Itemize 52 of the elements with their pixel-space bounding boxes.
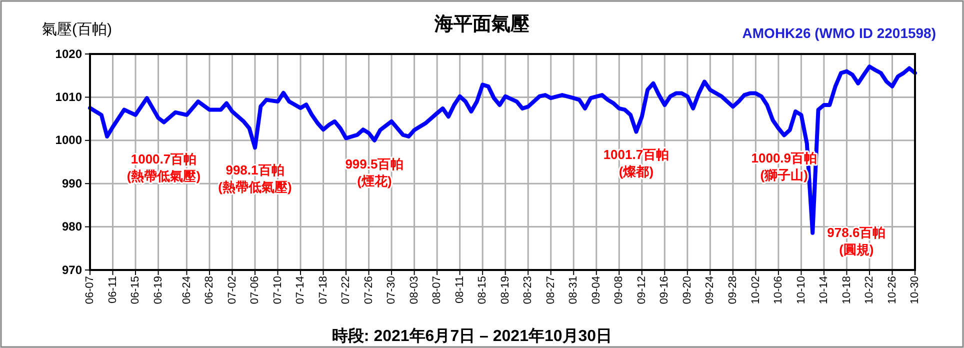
annotation: 1001.7百帕 (燦都) bbox=[603, 147, 670, 180]
x-tick-label: 06-07 bbox=[84, 276, 96, 304]
x-tick-label: 09-20 bbox=[681, 276, 694, 304]
x-tick-label: 06-15 bbox=[130, 276, 142, 304]
x-tick-label: 07-26 bbox=[362, 276, 375, 304]
y-tick-label: 1010 bbox=[55, 90, 82, 104]
annotation: 1000.7百帕 (熱帶低氣壓) bbox=[126, 151, 201, 184]
x-tick-label: 10-02 bbox=[750, 276, 762, 304]
x-tick-label: 09-16 bbox=[658, 276, 671, 304]
x-tick-label: 07-22 bbox=[340, 276, 352, 304]
x-tick-label: 07-14 bbox=[294, 276, 307, 304]
x-tick-label: 10-18 bbox=[840, 276, 853, 304]
x-tick-label: 10-06 bbox=[772, 276, 784, 304]
x-tick-label: 09-04 bbox=[590, 276, 602, 304]
x-tick-label: 07-10 bbox=[272, 276, 284, 304]
y-tick-label: 990 bbox=[62, 176, 82, 190]
annotation: 998.1百帕 (熱帶低氣壓) bbox=[218, 162, 292, 195]
x-tick-label: 09-24 bbox=[704, 276, 716, 304]
x-tick-label: 08-31 bbox=[568, 276, 580, 304]
y-tick-label: 1020 bbox=[55, 46, 82, 61]
x-tick-label: 10-26 bbox=[886, 276, 898, 304]
chart-subtitle: AMOHK26 (WMO ID 2201598) bbox=[742, 25, 936, 41]
x-tick-label: 10-14 bbox=[818, 276, 830, 304]
x-tick-label: 07-06 bbox=[249, 276, 262, 304]
x-axis-title: 時段: 2021年6月7日 – 2021年10月30日 bbox=[332, 327, 612, 345]
x-tick-label: 08-19 bbox=[499, 276, 512, 304]
chart-title: 海平面氣壓 bbox=[434, 14, 530, 35]
x-tick-label: 09-28 bbox=[726, 276, 739, 304]
x-tick-label: 07-02 bbox=[226, 276, 238, 304]
x-tick-label: 07-18 bbox=[317, 276, 330, 304]
x-tick-label: 08-23 bbox=[522, 276, 534, 304]
x-tick-label: 10-30 bbox=[909, 276, 922, 304]
x-tick-label: 09-08 bbox=[613, 276, 626, 304]
x-tick-label: 08-03 bbox=[408, 276, 420, 304]
x-tick-label: 08-27 bbox=[544, 276, 557, 304]
annotation: 978.6百帕 (圓規) bbox=[827, 224, 886, 257]
x-tick-label: 06-19 bbox=[152, 276, 164, 304]
x-tick-label: 08-15 bbox=[476, 276, 489, 304]
y-tick-label: 1000 bbox=[55, 133, 82, 148]
y-axis-title: 氣壓(百帕) bbox=[42, 21, 112, 38]
x-tick-label: 09-12 bbox=[636, 276, 648, 304]
y-tick-label: 980 bbox=[62, 220, 82, 234]
x-tick-label: 10-10 bbox=[795, 276, 808, 304]
y-tick-label: 970 bbox=[62, 262, 82, 277]
annotation: 999.5百帕 (煙花) bbox=[345, 156, 404, 189]
x-tick-label: 08-11 bbox=[454, 276, 466, 304]
x-tick-label: 06-24 bbox=[180, 276, 193, 304]
x-tick-label: 07-30 bbox=[386, 276, 398, 304]
x-tick-label: 06-28 bbox=[204, 276, 216, 304]
x-tick-label: 10-22 bbox=[864, 276, 876, 304]
x-tick-label: 06-11 bbox=[106, 276, 119, 304]
x-tick-label: 08-07 bbox=[431, 276, 444, 304]
